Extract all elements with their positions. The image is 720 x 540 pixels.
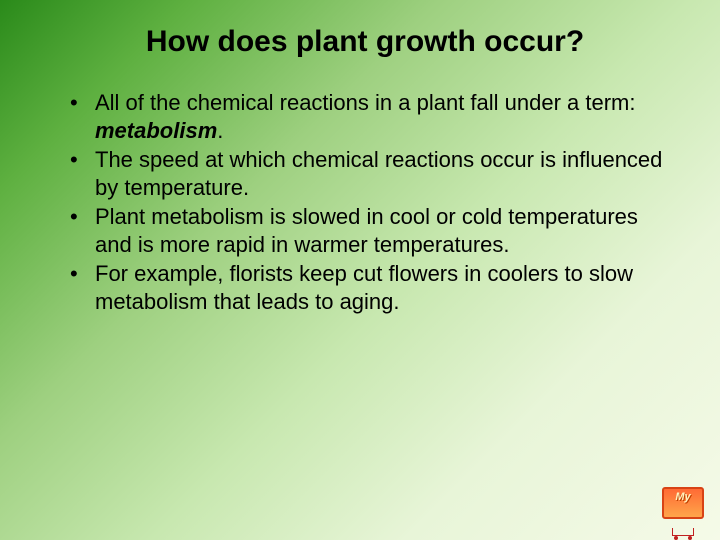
bullet-text-post: .	[217, 118, 223, 143]
bullet-text-pre: The speed at which chemical reactions oc…	[95, 147, 662, 200]
bullet-text-emph: metabolism	[95, 118, 217, 143]
slide-title: How does plant growth occur?	[50, 25, 680, 59]
logo-text: My	[675, 491, 690, 503]
slide-container: How does plant growth occur? All of the …	[0, 0, 720, 337]
logo-box: My	[662, 487, 704, 519]
bullet-text-pre: Plant metabolism is slowed in cool or co…	[95, 204, 638, 257]
cart-icon	[668, 528, 698, 540]
bullet-item: All of the chemical reactions in a plant…	[70, 89, 680, 144]
bullet-text-pre: For example, florists keep cut flowers i…	[95, 261, 633, 314]
logo-badge: My	[658, 487, 708, 532]
bullet-item: For example, florists keep cut flowers i…	[70, 260, 680, 315]
bullet-list: All of the chemical reactions in a plant…	[50, 89, 680, 315]
bullet-item: Plant metabolism is slowed in cool or co…	[70, 203, 680, 258]
bullet-item: The speed at which chemical reactions oc…	[70, 146, 680, 201]
bullet-text-pre: All of the chemical reactions in a plant…	[95, 90, 636, 115]
